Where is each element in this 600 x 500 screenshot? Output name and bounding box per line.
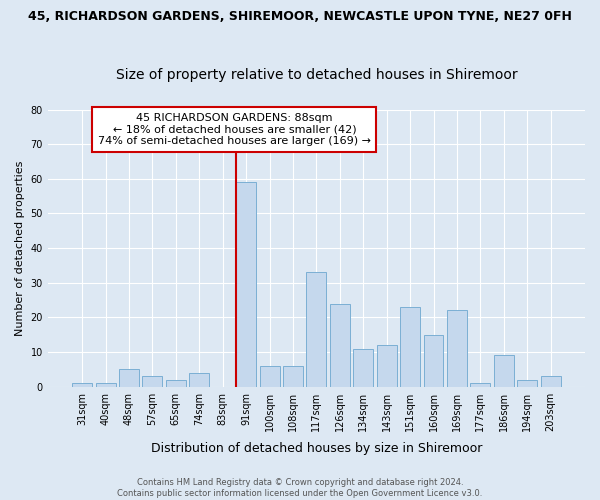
Bar	[353, 348, 373, 387]
Bar	[377, 345, 397, 387]
Bar	[95, 383, 116, 386]
Bar	[517, 380, 537, 386]
Bar	[541, 376, 560, 386]
Bar	[424, 334, 443, 386]
Bar	[260, 366, 280, 386]
Bar	[307, 272, 326, 386]
Bar	[236, 182, 256, 386]
Bar	[190, 373, 209, 386]
Bar	[142, 376, 163, 386]
Bar	[400, 307, 420, 386]
Text: Contains HM Land Registry data © Crown copyright and database right 2024.
Contai: Contains HM Land Registry data © Crown c…	[118, 478, 482, 498]
Bar	[330, 304, 350, 386]
Bar	[447, 310, 467, 386]
Bar	[494, 356, 514, 386]
Title: Size of property relative to detached houses in Shiremoor: Size of property relative to detached ho…	[116, 68, 517, 82]
Bar	[166, 380, 186, 386]
Bar	[470, 383, 490, 386]
Text: 45, RICHARDSON GARDENS, SHIREMOOR, NEWCASTLE UPON TYNE, NE27 0FH: 45, RICHARDSON GARDENS, SHIREMOOR, NEWCA…	[28, 10, 572, 23]
Bar	[119, 370, 139, 386]
Bar	[72, 383, 92, 386]
Y-axis label: Number of detached properties: Number of detached properties	[15, 160, 25, 336]
X-axis label: Distribution of detached houses by size in Shiremoor: Distribution of detached houses by size …	[151, 442, 482, 455]
Bar	[283, 366, 303, 386]
Text: 45 RICHARDSON GARDENS: 88sqm
← 18% of detached houses are smaller (42)
74% of se: 45 RICHARDSON GARDENS: 88sqm ← 18% of de…	[98, 113, 371, 146]
